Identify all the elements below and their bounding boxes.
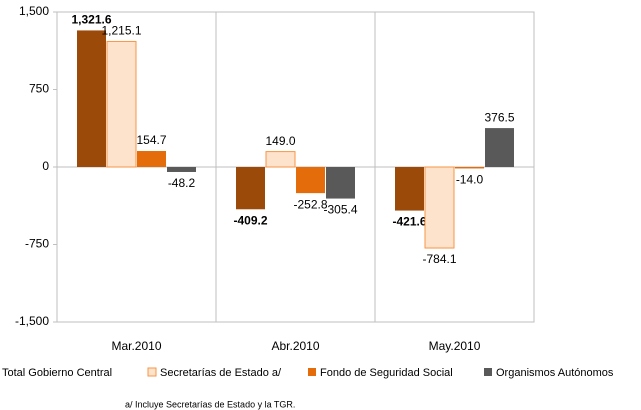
x-tick-label: Abr.2010 — [271, 339, 319, 353]
value-label: 149.0 — [265, 134, 295, 148]
bar — [296, 167, 325, 194]
y-tick-label: -750 — [25, 237, 49, 251]
legend-swatch — [308, 368, 316, 376]
bar — [106, 40, 137, 168]
bar — [326, 167, 355, 199]
x-tick-label: May.2010 — [429, 339, 481, 353]
value-label: -305.4 — [323, 203, 357, 217]
bar — [236, 167, 265, 210]
value-label: -421.6 — [392, 215, 426, 229]
bar — [485, 128, 514, 167]
bar — [137, 151, 166, 167]
footnote: a/ Incluye Secretarías de Estado y la TG… — [125, 399, 295, 409]
legend-label: Total Gobierno Central — [2, 367, 112, 379]
value-label: 154.7 — [136, 133, 166, 147]
bar — [455, 167, 484, 169]
legend-swatch — [484, 368, 492, 376]
value-label: -784.1 — [422, 252, 456, 266]
legend-swatch — [147, 367, 157, 377]
y-tick-label: -1,500 — [15, 314, 49, 328]
value-label: -48.2 — [168, 176, 196, 190]
bar — [167, 167, 196, 172]
bar — [424, 166, 455, 249]
value-label: -252.8 — [293, 197, 327, 211]
bar — [265, 151, 296, 168]
x-tick-label: Mar.2010 — [111, 339, 161, 353]
value-label: 376.5 — [484, 110, 514, 124]
value-label: -14.0 — [456, 173, 484, 187]
value-label: 1,215.1 — [101, 24, 141, 38]
legend-label: Fondo de Seguridad Social — [320, 367, 453, 379]
bar — [395, 167, 424, 211]
y-tick-label: 750 — [29, 82, 49, 96]
value-label: 1,321.6 — [71, 13, 111, 27]
y-tick-label: 1,500 — [19, 4, 49, 18]
legend-label: Organismos Autónomos — [496, 367, 614, 379]
bar — [77, 30, 106, 168]
y-tick-label: 0 — [42, 159, 49, 173]
legend-label: Secretarías de Estado a/ — [160, 367, 282, 379]
value-label: -409.2 — [233, 213, 267, 227]
